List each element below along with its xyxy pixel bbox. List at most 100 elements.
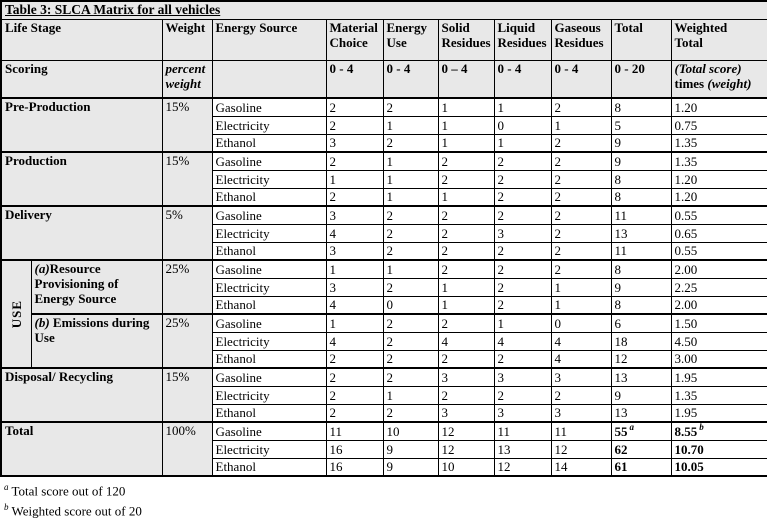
score-cell: 1	[437, 133, 495, 153]
score-cell: 12	[437, 421, 495, 441]
footnote-b-marker: b	[4, 502, 9, 513]
col-header-weighted-total: Weighted Total	[670, 19, 767, 61]
score-cell: 2	[382, 223, 439, 243]
weighted-cell: 1.20	[670, 97, 767, 117]
energy-source-cell: Electricity	[211, 439, 327, 459]
score-cell: 2	[550, 259, 612, 279]
score-cell: 3	[325, 205, 384, 225]
weighted-cell: 2.00	[670, 259, 767, 279]
total-cell: 6	[610, 313, 672, 333]
table-row: Pre-Production 15% Gasoline 2 2 1 1 2 8 …	[0, 97, 767, 153]
score-cell: 2	[437, 385, 495, 405]
score-cell: 0	[382, 295, 439, 315]
score-cell: 2	[550, 385, 612, 405]
energy-source-cell: Gasoline	[211, 205, 327, 225]
weighted-cell: 1.50	[670, 313, 767, 333]
score-cell: 3	[437, 367, 495, 387]
score-cell: 2	[437, 151, 495, 171]
total-cell: 13	[610, 403, 672, 423]
weighted-cell: 1.20	[670, 187, 767, 207]
score-cell: 2	[437, 259, 495, 279]
score-cell: 2	[493, 295, 552, 315]
col-header-life-stage: Life Stage	[0, 19, 163, 61]
weighted-total-label: Weighted Total	[674, 20, 728, 51]
score-cell: 3	[550, 403, 612, 423]
scoring-label-cell: Scoring	[0, 60, 163, 99]
col-header-energy-source: Energy Source	[211, 19, 327, 61]
score-cell: 9	[382, 457, 439, 477]
score-cell: 4	[550, 331, 612, 351]
score-cell: 1	[437, 187, 495, 207]
energy-source-cell: Electricity	[211, 277, 327, 297]
score-cell: 4	[325, 295, 384, 315]
energy-source-cell: Ethanol	[211, 295, 327, 315]
score-cell: 2	[550, 169, 612, 189]
col-header-liquid-residues: Liquid Residues	[493, 19, 552, 61]
scoring-range-cell: 0 - 4	[325, 60, 384, 99]
score-cell: 2	[437, 241, 495, 261]
col-header-energy-use: Energy Use	[382, 19, 439, 61]
score-cell: 1	[437, 115, 495, 135]
score-cell: 1	[382, 115, 439, 135]
weight-cell: 15%	[161, 97, 213, 153]
total-cell: 9	[610, 133, 672, 153]
score-cell: 2	[550, 151, 612, 171]
total-cell: 9	[610, 385, 672, 405]
score-cell: 3	[325, 241, 384, 261]
scoring-range-cell: 0 - 4	[550, 60, 612, 99]
table-row: Total 100% Gasoline 11 10 12 11 11 55 a 8…	[0, 421, 767, 477]
score-cell: 10	[437, 457, 495, 477]
score-cell: 1	[325, 313, 384, 333]
score-cell: 2	[493, 187, 552, 207]
score-cell: 14	[550, 457, 612, 477]
total-cell: 13	[610, 223, 672, 243]
score-cell: 2	[493, 151, 552, 171]
score-cell: 2	[493, 349, 552, 369]
energy-source-cell: Ethanol	[211, 403, 327, 423]
score-cell: 2	[382, 205, 439, 225]
footnote-a-marker: a	[4, 482, 9, 492]
table-row: Ethanol 2 1 1 2 2 8 1.20	[1, 187, 767, 207]
score-cell: 2	[382, 403, 439, 423]
col-header-weight: Weight	[161, 19, 213, 61]
table-row: Delivery 5% Gasoline 3 2 2 2 2 11 0.55	[0, 205, 767, 261]
score-cell: 12	[437, 439, 495, 459]
score-cell: 3	[325, 133, 384, 153]
score-cell: 3	[493, 223, 552, 243]
score-cell: 4	[493, 331, 552, 351]
score-cell: 2	[493, 385, 552, 405]
score-cell: 1	[325, 169, 384, 189]
footnote-b: b Weighted score out of 20	[4, 499, 767, 519]
col-header-solid-residues: Solid Residues	[437, 19, 495, 61]
weight-cell: 15%	[161, 151, 213, 207]
score-cell: 2	[325, 187, 384, 207]
energy-source-cell: Ethanol	[211, 241, 327, 261]
score-cell: 2	[437, 169, 495, 189]
energy-source-cell: Electricity	[211, 169, 327, 189]
table-row: Disposal/ Recycling 15% Gasoline 2 2 3 3…	[0, 367, 767, 423]
score-cell: 11	[550, 421, 612, 441]
energy-source-cell: Ethanol	[211, 349, 327, 369]
weighted-cell: 10.70	[670, 439, 767, 459]
total-cell: 62	[610, 439, 672, 459]
score-cell: 2	[382, 313, 439, 333]
score-cell: 1	[382, 385, 439, 405]
footnote-b-text: Weighted score out of 20	[11, 503, 142, 519]
life-stage-cell: Delivery	[0, 205, 163, 261]
weighted-cell: 0.65	[670, 223, 767, 243]
score-cell: 2	[493, 259, 552, 279]
score-cell: 2	[437, 349, 495, 369]
weighted-cell: 10.05	[670, 457, 767, 477]
score-cell: 16	[325, 457, 384, 477]
weighted-cell: 1.35	[670, 385, 767, 405]
score-cell: 1	[325, 259, 384, 279]
score-cell: 3	[437, 403, 495, 423]
energy-source-cell: Gasoline	[211, 313, 327, 333]
energy-source-cell: Gasoline	[211, 259, 327, 279]
total-cell: 55 a	[610, 421, 672, 441]
life-stage-cell: Pre-Production	[0, 97, 163, 153]
energy-source-cell: Gasoline	[211, 421, 327, 441]
total-cell: 11	[610, 205, 672, 225]
weighted-cell: 2.00	[670, 295, 767, 315]
table-title-cell: Table 3: SLCA Matrix for all vehicles	[0, 0, 767, 20]
